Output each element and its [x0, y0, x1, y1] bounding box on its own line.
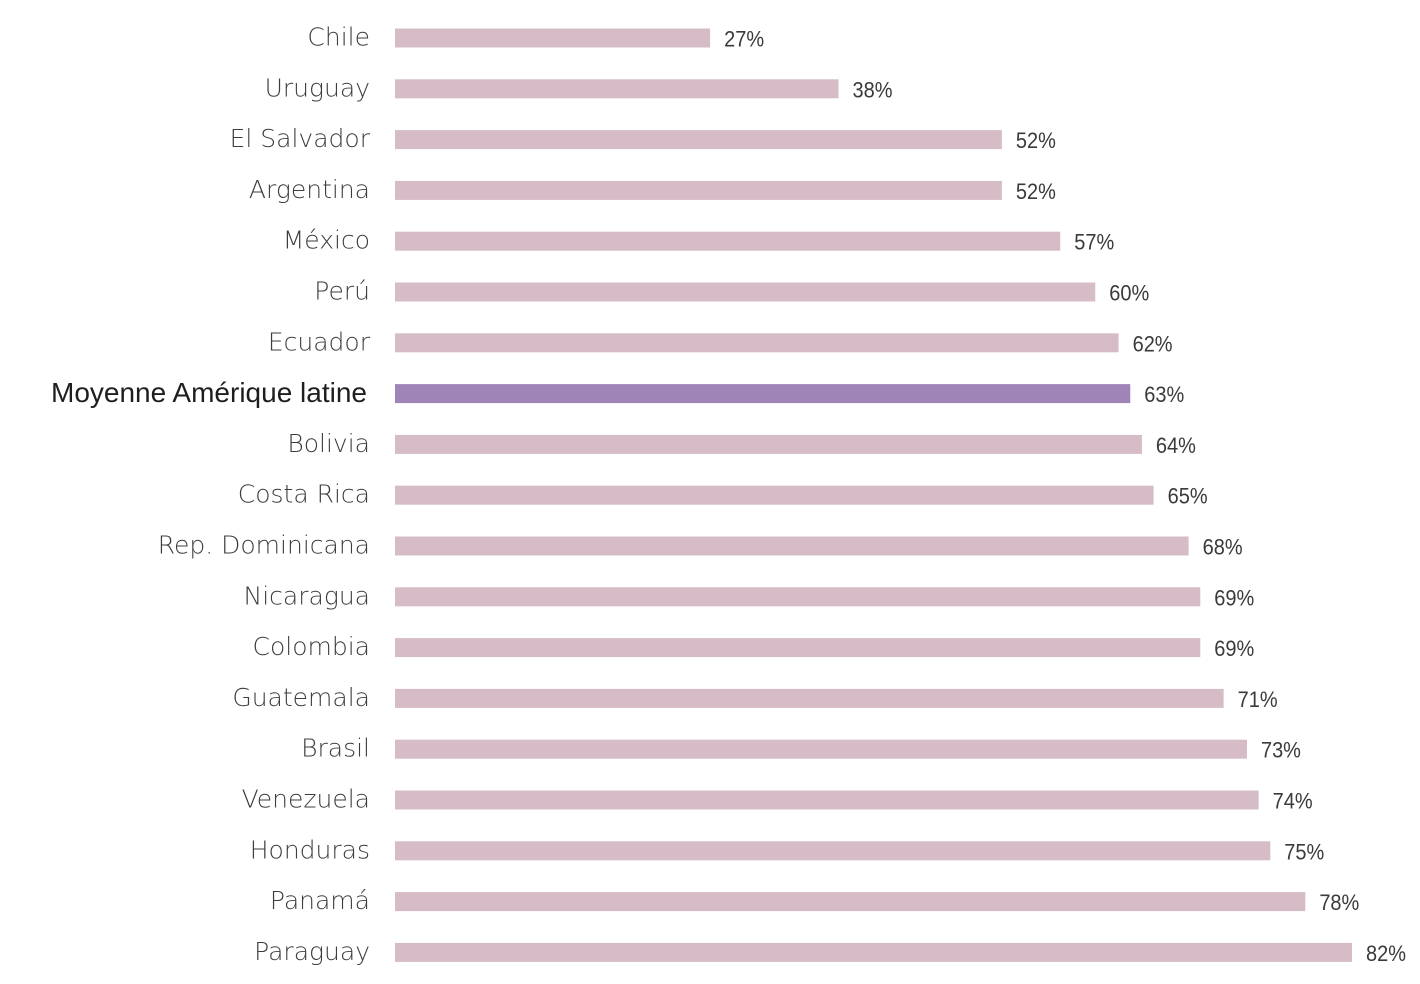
category-label: Costa Rica [238, 480, 370, 509]
bar-row: México 57% [283, 226, 1115, 255]
value-label: 64% [1156, 433, 1196, 458]
value-label: 69% [1214, 636, 1254, 661]
category-label: México [283, 226, 370, 255]
bars-layer: Chile 27%Uruguay 38%El Salvador 52%Argentin… [51, 23, 1406, 966]
category-label: Brasil [301, 734, 370, 763]
bar-row: Honduras 75% [250, 835, 1325, 864]
bar-row: Brasil 73% [301, 734, 1301, 763]
value-label: 60% [1109, 281, 1149, 306]
value-label: 52% [1016, 179, 1056, 204]
category-label: Uruguay [265, 73, 370, 102]
bar [395, 536, 1189, 556]
value-label: 71% [1238, 687, 1278, 712]
value-label: 65% [1168, 484, 1208, 509]
value-label: 38% [852, 77, 892, 102]
bar [395, 282, 1096, 302]
category-label: Honduras [250, 835, 370, 864]
value-label: 74% [1273, 789, 1313, 814]
bar-row: Costa Rica 65% [238, 480, 1208, 509]
category-label: Rep. Dominicana [158, 531, 370, 560]
value-label: 73% [1261, 738, 1301, 763]
bar [395, 231, 1061, 251]
category-label: Venezuela [242, 785, 370, 814]
value-label: 82% [1366, 941, 1406, 966]
bar-row: Moyenne Amérique latine 63% [51, 377, 1184, 408]
category-label: El Salvador [230, 124, 371, 153]
bar [395, 434, 1142, 454]
category-label: Guatemala [232, 683, 370, 712]
bar [395, 790, 1259, 810]
category-label: Colombia [253, 632, 370, 661]
bar [395, 485, 1154, 505]
category-label-highlight: Moyenne Amérique latine [51, 377, 367, 408]
bar-row: Paraguay 82% [254, 937, 1406, 966]
value-label: 52% [1016, 128, 1056, 153]
bar-row: Venezuela 74% [242, 785, 1313, 814]
category-label: Chile [307, 23, 370, 52]
bar [395, 942, 1352, 962]
bar-row: Uruguay 38% [265, 73, 893, 102]
category-label: Nicaragua [244, 581, 370, 610]
bar-row: Colombia 69% [253, 632, 1255, 661]
category-label: Argentina [249, 175, 370, 204]
bar [395, 841, 1271, 861]
category-label: Panamá [270, 886, 370, 915]
value-label: 62% [1133, 331, 1173, 356]
category-label: Bolivia [287, 429, 370, 458]
bar-row: Bolivia 64% [287, 429, 1196, 458]
bar [395, 180, 1002, 200]
value-label: 63% [1144, 382, 1184, 407]
value-label: 69% [1214, 585, 1254, 610]
bar-row: El Salvador 52% [230, 124, 1056, 153]
bar-row: Nicaragua 69% [244, 581, 1255, 610]
value-label: 27% [724, 27, 764, 52]
bar [395, 638, 1201, 658]
value-label: 75% [1284, 839, 1324, 864]
bar [395, 587, 1201, 607]
bar [395, 79, 839, 99]
category-label: Perú [314, 277, 370, 306]
bar [395, 739, 1247, 759]
category-label: Paraguay [254, 937, 370, 966]
bar [395, 688, 1224, 708]
value-label: 68% [1203, 535, 1243, 560]
bar-highlight [395, 384, 1131, 404]
value-label: 57% [1074, 230, 1114, 255]
bar-row: Argentina 52% [249, 175, 1056, 204]
bar-row: Guatemala 71% [232, 683, 1277, 712]
bar [395, 333, 1119, 353]
bar [395, 130, 1002, 150]
value-label: 78% [1319, 890, 1359, 915]
bar-row: Panamá 78% [270, 886, 1359, 915]
bar-row: Ecuador 62% [268, 327, 1173, 356]
bar-row: Chile 27% [307, 23, 764, 52]
bar-row: Rep. Dominicana 68% [158, 531, 1243, 560]
bar-row: Perú 60% [314, 277, 1149, 306]
category-label: Ecuador [268, 327, 371, 356]
bar [395, 892, 1306, 912]
bar [395, 28, 711, 48]
